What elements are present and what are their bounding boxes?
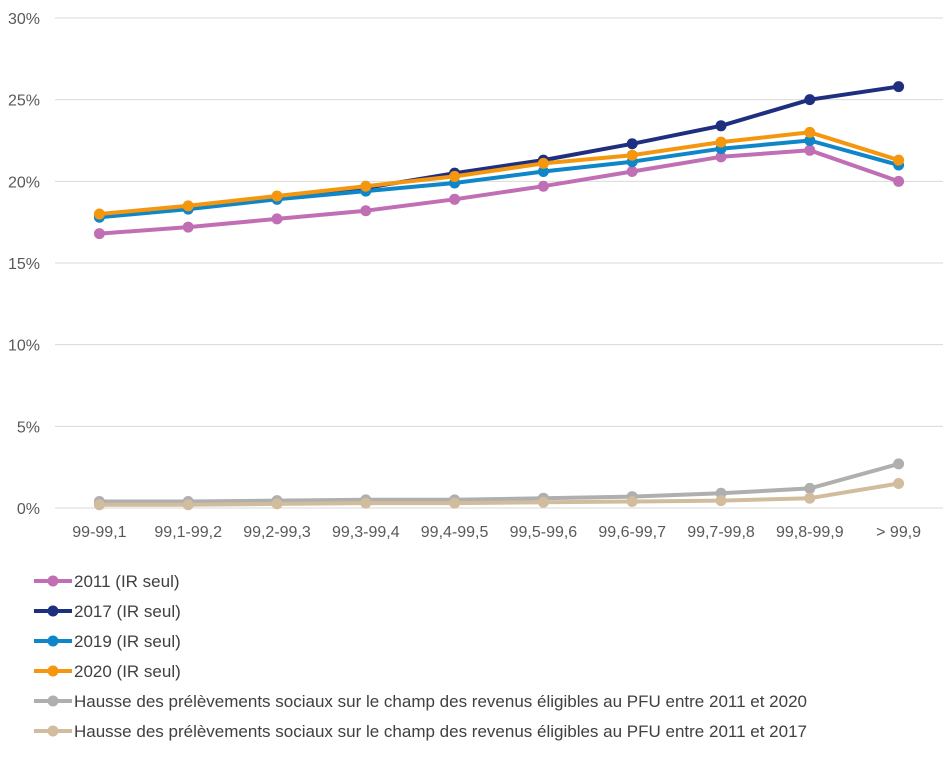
- y-axis-tick-labels: 0% 5% 10% 15% 20% 25% 30%: [8, 11, 40, 518]
- data-point: [804, 482, 816, 494]
- data-point: [271, 190, 283, 202]
- gridlines: [55, 17, 943, 509]
- data-point: [715, 151, 727, 163]
- x-tick-label: 99,3-99,4: [332, 524, 400, 541]
- legend-label: 2011 (IR seul): [74, 572, 180, 591]
- y-tick-label: 15%: [8, 256, 40, 273]
- data-point: [537, 496, 549, 508]
- data-point: [804, 492, 816, 504]
- legend: 2011 (IR seul) 2017 (IR seul) 2019 (IR seu…: [34, 572, 807, 741]
- series-line: [97, 461, 901, 504]
- x-axis-tick-labels: 99-99,1 99,1-99,2 99,2-99,3 99,3-99,4 99,4-9…: [72, 524, 921, 541]
- data-point: [449, 170, 461, 182]
- x-tick-label: 99,7-99,8: [687, 524, 755, 541]
- data-point: [893, 81, 905, 93]
- data-point: [715, 495, 727, 507]
- y-tick-label: 5%: [17, 419, 40, 436]
- data-point: [626, 495, 638, 507]
- legend-label: 2017 (IR seul): [74, 602, 181, 621]
- series-line: [97, 148, 901, 236]
- x-tick-label: 99-99,1: [72, 524, 126, 541]
- data-point: [804, 126, 816, 138]
- x-tick-label: 99,1-99,2: [154, 524, 222, 541]
- legend-swatch-marker: [47, 695, 59, 707]
- y-tick-label: 30%: [8, 11, 40, 28]
- data-point: [715, 136, 727, 148]
- legend-swatch-marker: [47, 605, 59, 617]
- data-point: [893, 154, 905, 166]
- data-point: [93, 228, 105, 240]
- series-6: [93, 478, 905, 511]
- data-point: [626, 166, 638, 178]
- data-point: [537, 157, 549, 169]
- series-line: [97, 481, 901, 507]
- series-4: [93, 126, 905, 220]
- x-tick-label: > 99,9: [876, 524, 921, 541]
- legend-item: 2017 (IR seul): [34, 602, 181, 621]
- data-point: [626, 138, 638, 150]
- data-point: [182, 499, 194, 511]
- data-point: [893, 458, 905, 470]
- y-tick-label: 20%: [8, 174, 40, 191]
- legend-swatch-marker: [47, 725, 59, 737]
- series-lines: [93, 81, 905, 511]
- data-point: [182, 221, 194, 233]
- data-point: [804, 94, 816, 106]
- legend-label: 2019 (IR seul): [74, 632, 181, 651]
- y-tick-label: 25%: [8, 93, 40, 110]
- data-point: [537, 166, 549, 178]
- data-point: [93, 208, 105, 220]
- data-point: [804, 144, 816, 156]
- legend-label: Hausse des prélèvements sociaux sur le c…: [74, 692, 807, 711]
- data-point: [449, 193, 461, 205]
- legend-swatch-marker: [47, 575, 59, 587]
- legend-item: Hausse des prélèvements sociaux sur le c…: [34, 722, 807, 741]
- legend-item: 2019 (IR seul): [34, 632, 181, 651]
- data-point: [537, 180, 549, 192]
- series-line: [97, 138, 901, 220]
- legend-label: 2020 (IR seul): [74, 662, 181, 681]
- legend-label: Hausse des prélèvements sociaux sur le c…: [74, 722, 807, 741]
- y-tick-label: 10%: [8, 338, 40, 355]
- legend-swatch-marker: [47, 665, 59, 677]
- series-1: [93, 144, 905, 240]
- data-point: [182, 200, 194, 212]
- data-point: [893, 175, 905, 187]
- data-point: [626, 149, 638, 161]
- data-point: [271, 213, 283, 225]
- legend-swatch-marker: [47, 635, 59, 647]
- data-point: [804, 135, 816, 146]
- legend-item: 2020 (IR seul): [34, 662, 181, 681]
- data-point: [449, 497, 461, 509]
- data-point: [360, 205, 372, 217]
- y-tick-label: 0%: [17, 501, 40, 518]
- data-point: [360, 497, 372, 509]
- data-point: [360, 180, 372, 192]
- x-tick-label: 99,5-99,6: [510, 524, 578, 541]
- data-point: [93, 499, 105, 511]
- legend-item: Hausse des prélèvements sociaux sur le c…: [34, 692, 807, 711]
- series-3: [93, 135, 905, 223]
- data-point: [271, 498, 283, 510]
- data-point: [715, 120, 727, 132]
- data-point: [893, 478, 905, 489]
- x-tick-label: 99,4-99,5: [421, 524, 489, 541]
- x-tick-label: 99,8-99,9: [776, 524, 844, 541]
- x-tick-label: 99,6-99,7: [598, 524, 666, 541]
- legend-item: 2011 (IR seul): [34, 572, 180, 591]
- x-tick-label: 99,2-99,3: [243, 524, 311, 541]
- series-line: [97, 130, 901, 216]
